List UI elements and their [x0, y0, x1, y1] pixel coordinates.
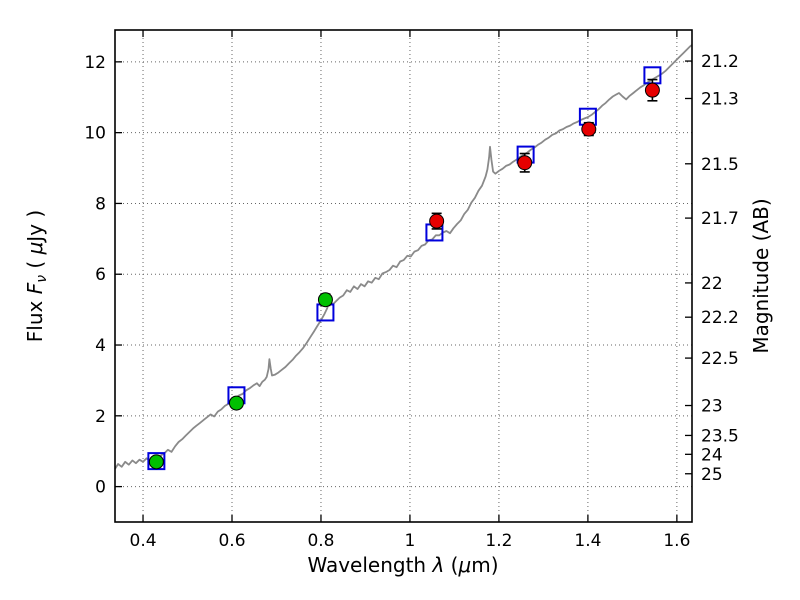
y-tick-label-left: 2: [95, 407, 106, 427]
observed-point-marker: [317, 292, 333, 308]
y-tick-label-right: 21.3: [701, 89, 739, 109]
y-tick-label-left: 12: [84, 53, 106, 73]
observed-point-marker: [644, 82, 660, 98]
y-tick-label-left: 4: [95, 336, 106, 356]
y-tick-label-right: 21.5: [701, 155, 739, 175]
y-tick-label-right: 25: [701, 465, 723, 485]
y-tick-label-right: 22.5: [701, 349, 739, 369]
y-axis-label-left: Flux Fν ( μJy ): [23, 210, 50, 342]
y-tick-label-right: 24: [701, 445, 723, 465]
observed-point-marker: [148, 454, 164, 470]
y-tick-label-left: 0: [95, 478, 106, 498]
observed-point-marker: [517, 155, 533, 171]
x-tick-label: 0.4: [130, 531, 157, 551]
observed-point-marker: [581, 121, 597, 137]
y-tick-label-right: 21.7: [701, 209, 739, 229]
x-tick-label: 1.6: [663, 531, 690, 551]
observed-infrared-markers: [429, 78, 660, 230]
y-tick-label-right: 21.2: [701, 52, 739, 72]
x-axis-label: Wavelength λ (μm): [307, 553, 498, 577]
y-axis-label-right: Magnitude (AB): [749, 198, 773, 353]
plot-frame: [114, 29, 693, 523]
x-tick-label: 1: [405, 531, 416, 551]
observed-point-marker: [228, 395, 244, 411]
y-tick-label-left: 8: [95, 194, 106, 214]
x-tick-label: 0.6: [218, 531, 245, 551]
spectrum-line: [114, 44, 693, 470]
y-tick-label-right: 23: [701, 397, 723, 417]
y-tick-label-right: 22: [701, 274, 723, 294]
x-tick-label: 1.2: [485, 531, 512, 551]
y-tick-label-left: 10: [84, 124, 106, 144]
y-tick-label-right: 23.5: [701, 426, 739, 446]
observed-optical-markers: [148, 292, 333, 470]
gridlines: [115, 30, 692, 522]
observed-point-marker: [429, 213, 445, 229]
x-tick-label: 0.8: [307, 531, 334, 551]
y-tick-label-left: 6: [95, 265, 106, 285]
x-tick-label: 1.4: [574, 531, 601, 551]
y-tick-label-right: 22.2: [701, 308, 739, 328]
